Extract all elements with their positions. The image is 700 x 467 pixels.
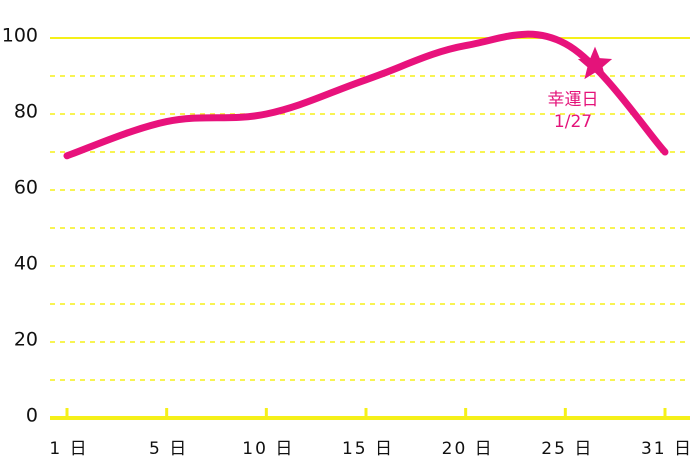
- x-tick-label: 5 日: [149, 439, 188, 459]
- x-tick-label: 10 日: [242, 439, 294, 459]
- x-tick-label: 15 日: [342, 439, 394, 459]
- line: [63, 30, 669, 160]
- annotation: 1/27: [554, 112, 592, 132]
- star-marker: [577, 46, 613, 80]
- x-tick-label: 25 日: [541, 439, 593, 459]
- y-tick-label: 80: [14, 101, 38, 123]
- x-tick-label: 1 日: [49, 439, 88, 459]
- y-tick-label: 60: [14, 177, 38, 199]
- x-tick-label: 31 日: [641, 439, 693, 459]
- annotation: 幸運日: [548, 90, 599, 110]
- y-tick-label: 0: [26, 405, 38, 427]
- y-tick-label: 100: [2, 25, 38, 47]
- x-tick-label: 20 日: [442, 439, 494, 459]
- y-tick-label: 40: [14, 253, 38, 275]
- y-tick-label: 20: [14, 329, 38, 351]
